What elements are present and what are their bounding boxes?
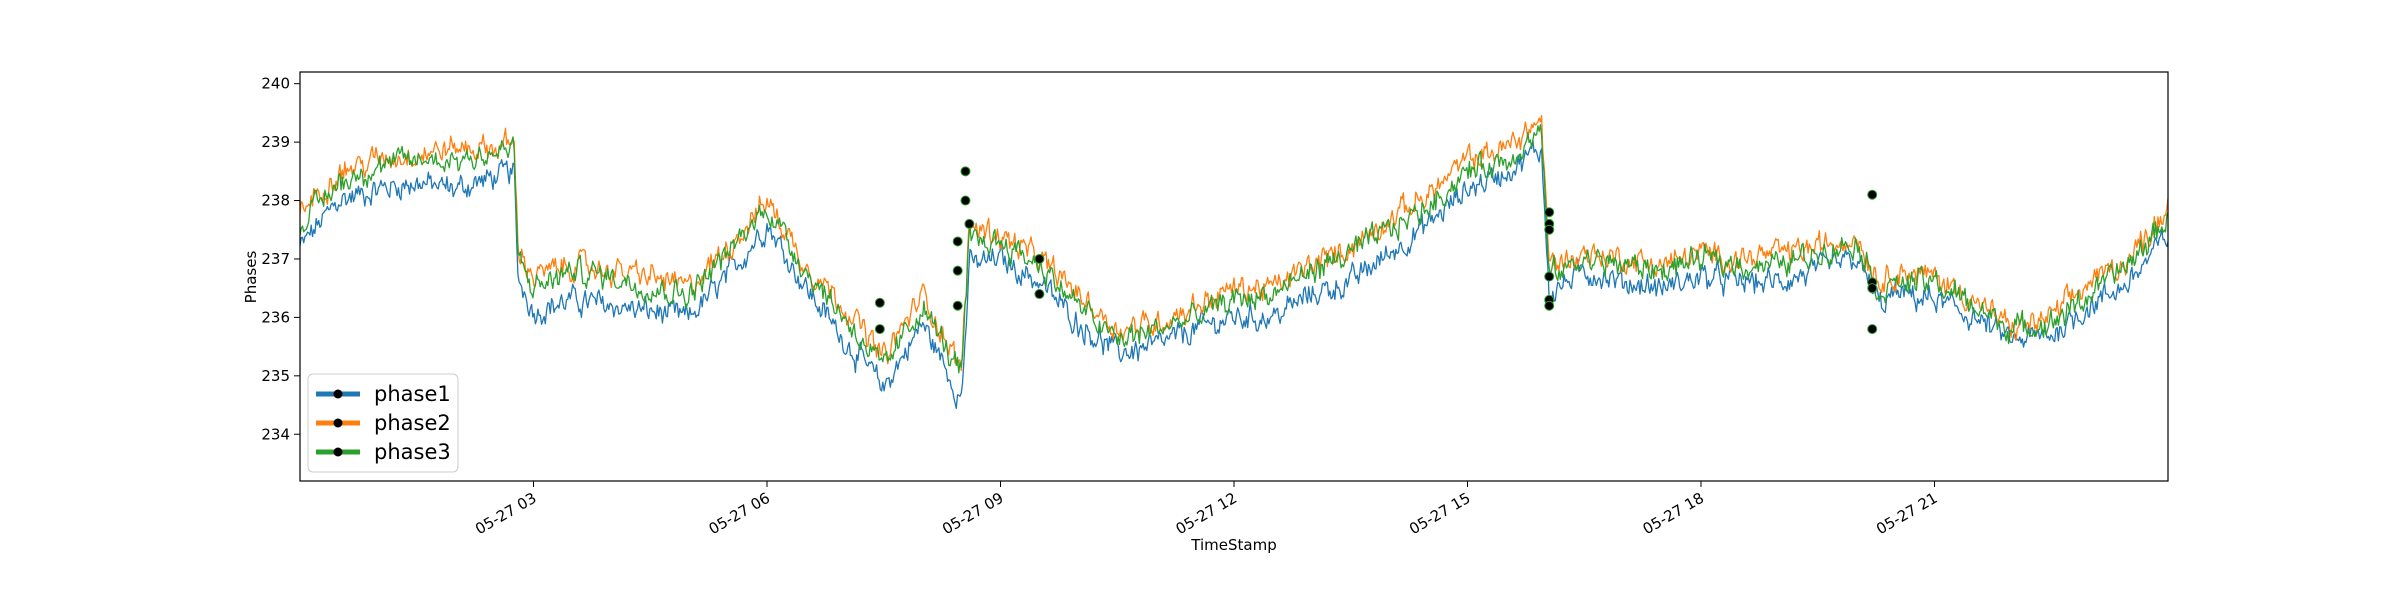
marker-layer bbox=[874, 166, 1878, 335]
legend-label-phase2: phase2 bbox=[374, 411, 451, 435]
legend-label-phase1: phase1 bbox=[374, 382, 451, 406]
data-marker bbox=[1544, 271, 1555, 282]
y-axis: 234 235 236 237 238 239 240 bbox=[261, 75, 300, 443]
legend-marker-phase3 bbox=[333, 447, 343, 457]
y-tick-label: 240 bbox=[261, 75, 290, 93]
legend-marker-phase1 bbox=[333, 389, 343, 399]
y-tick-label: 234 bbox=[261, 425, 290, 443]
data-marker bbox=[964, 218, 975, 229]
data-marker bbox=[1867, 189, 1878, 200]
data-marker bbox=[960, 166, 971, 177]
legend-label-phase3: phase3 bbox=[374, 440, 451, 464]
legend-box bbox=[307, 373, 459, 473]
y-tick-label: 239 bbox=[261, 133, 290, 151]
data-marker bbox=[952, 236, 963, 247]
data-marker bbox=[1867, 283, 1878, 294]
y-tick-label: 237 bbox=[261, 250, 290, 268]
series-layer bbox=[300, 115, 2168, 409]
series-line-phase1 bbox=[300, 139, 2168, 409]
data-marker bbox=[952, 265, 963, 276]
data-marker bbox=[1544, 224, 1555, 235]
data-marker bbox=[1034, 253, 1045, 264]
y-tick-label: 238 bbox=[261, 192, 290, 210]
data-marker bbox=[1544, 300, 1555, 311]
y-tick-label: 236 bbox=[261, 308, 290, 326]
series-line-phase3 bbox=[300, 124, 2168, 374]
data-marker bbox=[1867, 324, 1878, 335]
y-axis-title: Phases bbox=[242, 251, 260, 304]
data-marker bbox=[874, 324, 885, 335]
series-line-phase2 bbox=[300, 115, 2168, 372]
legend-marker-phase2 bbox=[333, 418, 343, 428]
y-tick-label: 235 bbox=[261, 367, 290, 385]
legend: phase1 phase2 phase3 bbox=[307, 373, 459, 473]
data-marker bbox=[960, 195, 971, 206]
data-marker bbox=[952, 300, 963, 311]
data-marker bbox=[1034, 289, 1045, 300]
data-marker bbox=[874, 297, 885, 308]
data-marker bbox=[1544, 207, 1555, 218]
x-axis-title: TimeStamp bbox=[1190, 536, 1276, 554]
